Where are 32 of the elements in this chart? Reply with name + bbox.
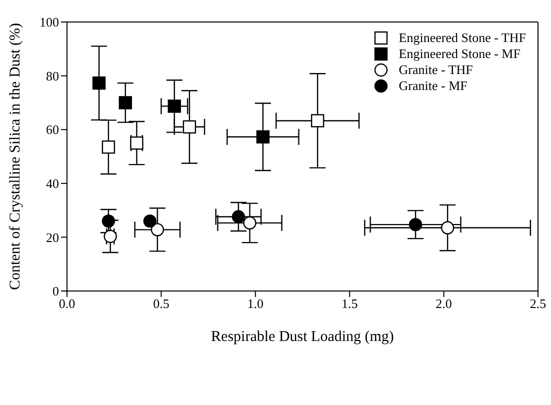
- x-tick-label: 0.0: [58, 296, 76, 312]
- y-tick-label: 60: [46, 122, 59, 138]
- y-tick-label: 40: [46, 176, 59, 192]
- y-axis-title: Content of Crystalline Silica in the Dust (%): [7, 22, 24, 290]
- point: [232, 210, 246, 224]
- point: [102, 214, 116, 228]
- point: [182, 120, 196, 134]
- legend-label: Engineered Stone - THF: [398, 30, 526, 46]
- point: [256, 130, 270, 144]
- point: [243, 216, 256, 230]
- legend-label: Engineered Stone - MF: [398, 46, 520, 62]
- y-tick-label: 20: [46, 230, 59, 245]
- point: [150, 223, 164, 236]
- x-axis-title: Respirable Dust Loading (mg): [211, 329, 394, 345]
- y-tick-label: 100: [40, 14, 59, 30]
- point: [408, 218, 422, 232]
- x-tick-label: 1.5: [341, 296, 358, 312]
- point: [310, 114, 324, 128]
- y-tick-label: 80: [46, 68, 59, 84]
- legend-label: Granite - MF: [398, 78, 468, 94]
- point: [118, 96, 132, 110]
- x-tick-label: 2.5: [530, 296, 546, 312]
- point: [102, 140, 116, 154]
- point: [440, 221, 454, 234]
- y-tick-label: 0: [52, 284, 59, 299]
- point: [143, 214, 156, 228]
- x-tick-label: 1.0: [247, 296, 264, 312]
- x-tick-label: 0.5: [153, 296, 170, 312]
- legend-label: Granite - THF: [398, 62, 473, 78]
- point: [92, 76, 106, 90]
- x-tick-label: 2.0: [436, 296, 452, 312]
- point: [168, 100, 181, 113]
